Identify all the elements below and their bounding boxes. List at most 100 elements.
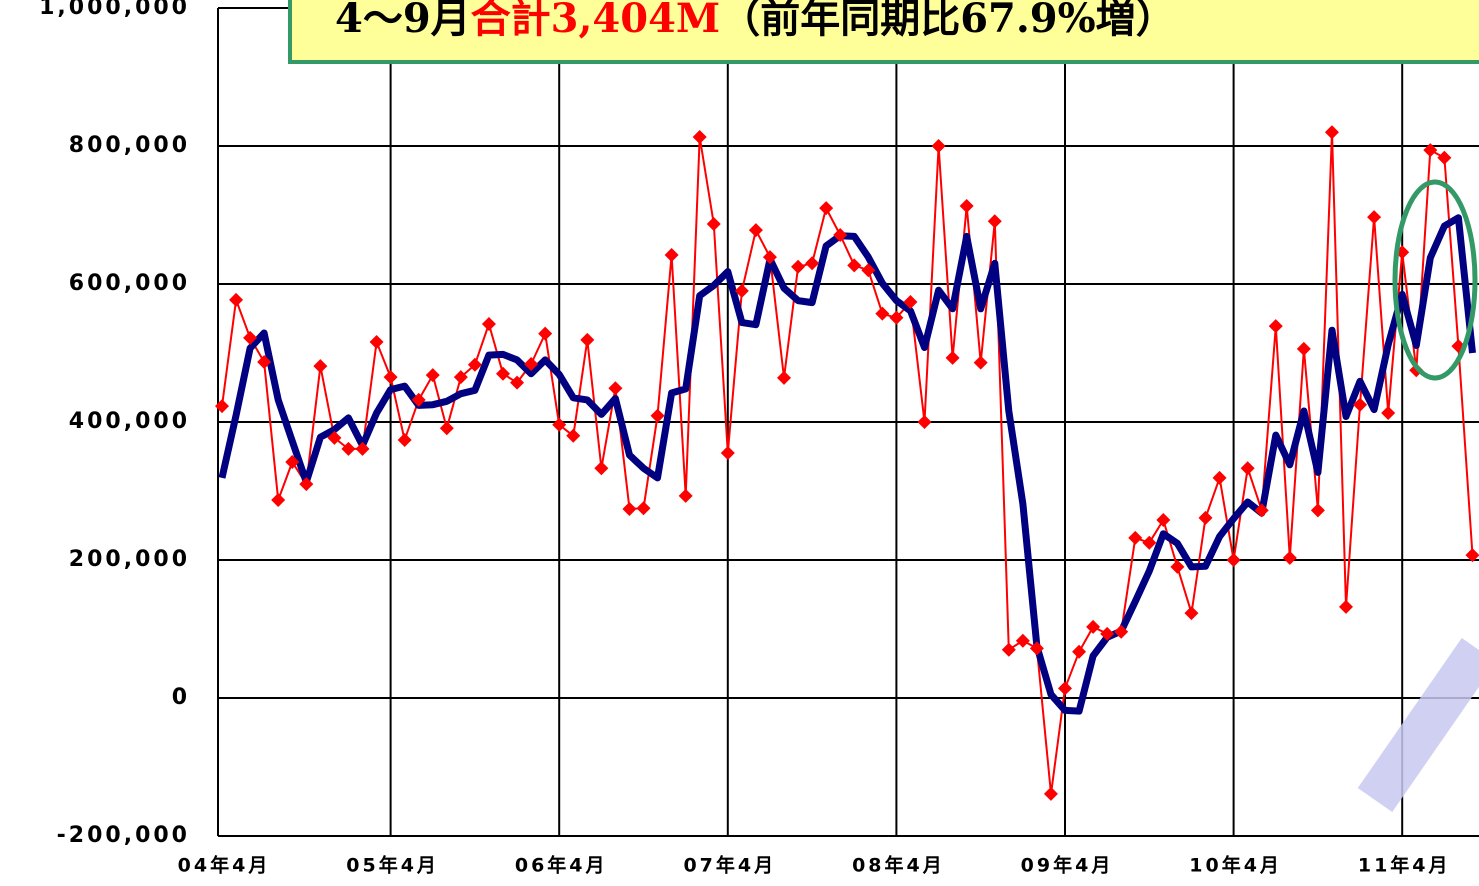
point-marker [650, 408, 665, 423]
point-marker [439, 421, 454, 436]
grid [218, 7, 1479, 837]
point-marker [1282, 550, 1297, 565]
point-marker [945, 350, 960, 365]
point-marker [1381, 406, 1396, 421]
point-marker [552, 417, 567, 432]
point-marker [1001, 642, 1016, 657]
title-part: 4〜9月 [335, 0, 471, 42]
point-marker [1254, 503, 1269, 518]
point-marker [819, 201, 834, 216]
point-marker [622, 501, 637, 516]
point-marker [1156, 512, 1171, 527]
title-part: 合計3,404M [471, 0, 721, 42]
point-marker [706, 216, 721, 231]
point-marker [383, 370, 398, 385]
point-marker [791, 259, 806, 274]
x-tick-label: 06年4月 [515, 854, 608, 877]
point-marker [1240, 461, 1255, 476]
point-marker [917, 415, 932, 429]
point-marker [229, 292, 244, 307]
point-marker [678, 488, 693, 503]
x-tick-label: 10年4月 [1189, 854, 1282, 877]
point-marker [1226, 553, 1241, 567]
x-tick-label: 08年4月 [852, 854, 945, 877]
point-marker [1296, 341, 1311, 356]
point-marker [805, 256, 820, 271]
point-marker [313, 359, 328, 374]
point-marker [1367, 210, 1382, 225]
point-marker [510, 375, 525, 390]
point-marker [397, 432, 412, 447]
y-tick-label: 800,000 [69, 133, 190, 158]
point-marker [1058, 681, 1072, 696]
point-marker [425, 368, 440, 383]
point-marker [1353, 397, 1368, 412]
point-marker [720, 446, 735, 461]
point-marker [355, 441, 370, 456]
x-tick-label: 05年4月 [346, 854, 439, 877]
point-marker [299, 477, 314, 492]
point-marker [411, 392, 426, 407]
point-marker [580, 332, 595, 347]
point-marker [1015, 633, 1030, 648]
point-marker [1339, 599, 1353, 614]
arrow-band [1357, 638, 1479, 812]
y-tick-label: 400,000 [69, 409, 190, 434]
point-marker [889, 310, 904, 325]
y-tick-label: 200,000 [69, 547, 190, 572]
point-marker [1043, 786, 1058, 801]
point-marker [959, 199, 974, 214]
point-marker [467, 357, 482, 372]
point-marker [1212, 470, 1227, 485]
point-marker [636, 501, 651, 516]
x-tick-label: 11年4月 [1358, 854, 1451, 877]
point-marker [285, 455, 300, 470]
point-marker [833, 228, 848, 243]
x-tick-label: 04年4月 [178, 854, 271, 877]
point-marker [1324, 125, 1339, 140]
point-marker [1128, 530, 1143, 545]
point-marker [777, 370, 791, 385]
point-marker [734, 283, 749, 298]
point-marker [524, 357, 539, 372]
point-marker [1114, 624, 1129, 639]
point-marker [903, 294, 918, 309]
point-marker [1072, 644, 1087, 659]
point-marker [608, 381, 623, 396]
x-tick-label: 09年4月 [1021, 854, 1114, 877]
point-marker [1184, 606, 1199, 621]
point-marker [453, 370, 468, 385]
y-tick-label: -200,000 [57, 823, 190, 848]
point-marker [847, 258, 862, 273]
point-marker [1100, 626, 1115, 641]
point-marker [1198, 510, 1213, 525]
point-marker [271, 492, 286, 507]
point-marker [1142, 535, 1157, 550]
point-marker [1268, 319, 1283, 334]
point-marker [327, 430, 342, 445]
y-tick-label: 0 [172, 685, 190, 710]
title-box [288, 0, 1479, 64]
point-marker [987, 214, 1002, 229]
point-marker [1310, 503, 1325, 518]
series-line [221, 131, 1474, 795]
point-marker [243, 330, 258, 345]
x-tick-label: 07年4月 [683, 854, 776, 877]
point-marker [369, 334, 384, 349]
point-marker [566, 428, 581, 443]
point-marker [1170, 559, 1185, 574]
point-marker [748, 223, 763, 238]
point-marker [538, 326, 553, 341]
point-marker [215, 399, 229, 414]
y-tick-label: 600,000 [69, 271, 190, 296]
point-marker [341, 441, 356, 456]
point-marker [692, 130, 707, 145]
point-marker [496, 366, 510, 381]
title-part: （前年同期比67.9%増） [720, 0, 1175, 42]
point-marker [1029, 641, 1044, 656]
point-marker [973, 355, 988, 370]
point-marker [875, 306, 890, 321]
point-marker [931, 139, 946, 153]
point-marker [1086, 619, 1101, 634]
